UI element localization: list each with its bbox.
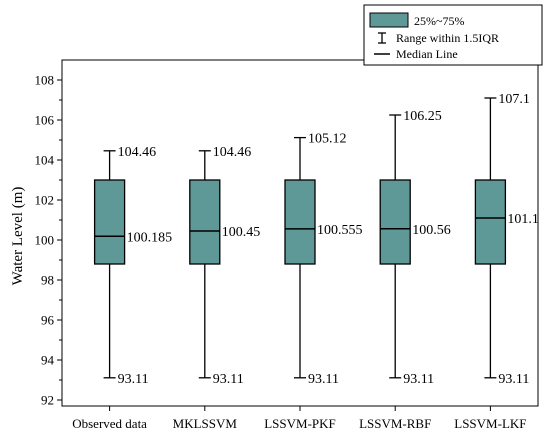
y-tick-label: 108 bbox=[35, 73, 55, 88]
box-group: 104.46 100.185 93.11 bbox=[93, 145, 173, 387]
max-value-label: 104.46 bbox=[213, 145, 252, 160]
box-group: 106.25 100.56 93.11 bbox=[379, 109, 451, 387]
y-tick-label: 96 bbox=[41, 313, 55, 328]
box-group: 104.46 100.45 93.11 bbox=[189, 145, 260, 387]
x-category-label: LSSVM-PKF bbox=[264, 416, 336, 431]
y-tick-label: 94 bbox=[41, 353, 55, 368]
iqr-box bbox=[284, 179, 316, 265]
legend: 25%~75% Range within 1.5IQR Median Line bbox=[363, 4, 543, 66]
y-tick-label: 102 bbox=[35, 193, 55, 208]
y-tick-label: 92 bbox=[41, 393, 54, 408]
y-tick-label: 98 bbox=[41, 273, 54, 288]
min-value-label: 93.11 bbox=[308, 372, 339, 387]
median-value-label: 100.555 bbox=[317, 223, 363, 238]
max-value-label: 106.25 bbox=[403, 109, 442, 124]
x-category-label: LSSVM-LKF bbox=[454, 416, 526, 431]
y-axis-title: Water Level (m) bbox=[10, 187, 26, 286]
min-value-label: 93.11 bbox=[118, 372, 149, 387]
y-axis: 92 94 96 98 100 102 104 106 108 bbox=[35, 73, 62, 408]
median-value-label: 101.1 bbox=[507, 212, 539, 227]
x-category-label: LSSVM-RBF bbox=[359, 416, 431, 431]
max-value-label: 104.46 bbox=[118, 145, 157, 160]
iqr-box bbox=[379, 179, 411, 265]
min-value-label: 93.11 bbox=[213, 372, 244, 387]
legend-box-label: 25%~75% bbox=[414, 14, 464, 28]
box-group: 107.1 101.1 93.11 bbox=[474, 92, 539, 387]
x-category-label: Observed data bbox=[72, 416, 147, 431]
iqr-box bbox=[474, 179, 507, 265]
median-value-label: 100.185 bbox=[127, 230, 173, 245]
box-group: 105.12 100.555 93.11 bbox=[284, 132, 363, 387]
x-axis: Observed data MKLSSVM LSSVM-PKF LSSVM-RBF LS… bbox=[72, 406, 527, 431]
legend-median-label: Median Line bbox=[396, 47, 458, 61]
iqr-box bbox=[93, 179, 126, 265]
min-value-label: 93.11 bbox=[403, 372, 434, 387]
y-tick-label: 100 bbox=[35, 233, 55, 248]
iqr-box bbox=[189, 179, 221, 265]
median-value-label: 100.45 bbox=[222, 225, 260, 240]
x-category-label: MKLSSVM bbox=[173, 416, 238, 431]
max-value-label: 105.12 bbox=[308, 132, 347, 147]
median-value-label: 100.56 bbox=[412, 223, 451, 238]
legend-box-swatch bbox=[369, 12, 409, 28]
y-tick-label: 104 bbox=[35, 153, 55, 168]
boxes: 104.46100.18593.11104.46100.4593.11105.1… bbox=[93, 92, 539, 387]
min-value-label: 93.11 bbox=[498, 372, 529, 387]
y-tick-label: 106 bbox=[35, 113, 55, 128]
legend-whisker-label: Range within 1.5IQR bbox=[396, 31, 499, 45]
max-value-label: 107.1 bbox=[498, 92, 530, 107]
